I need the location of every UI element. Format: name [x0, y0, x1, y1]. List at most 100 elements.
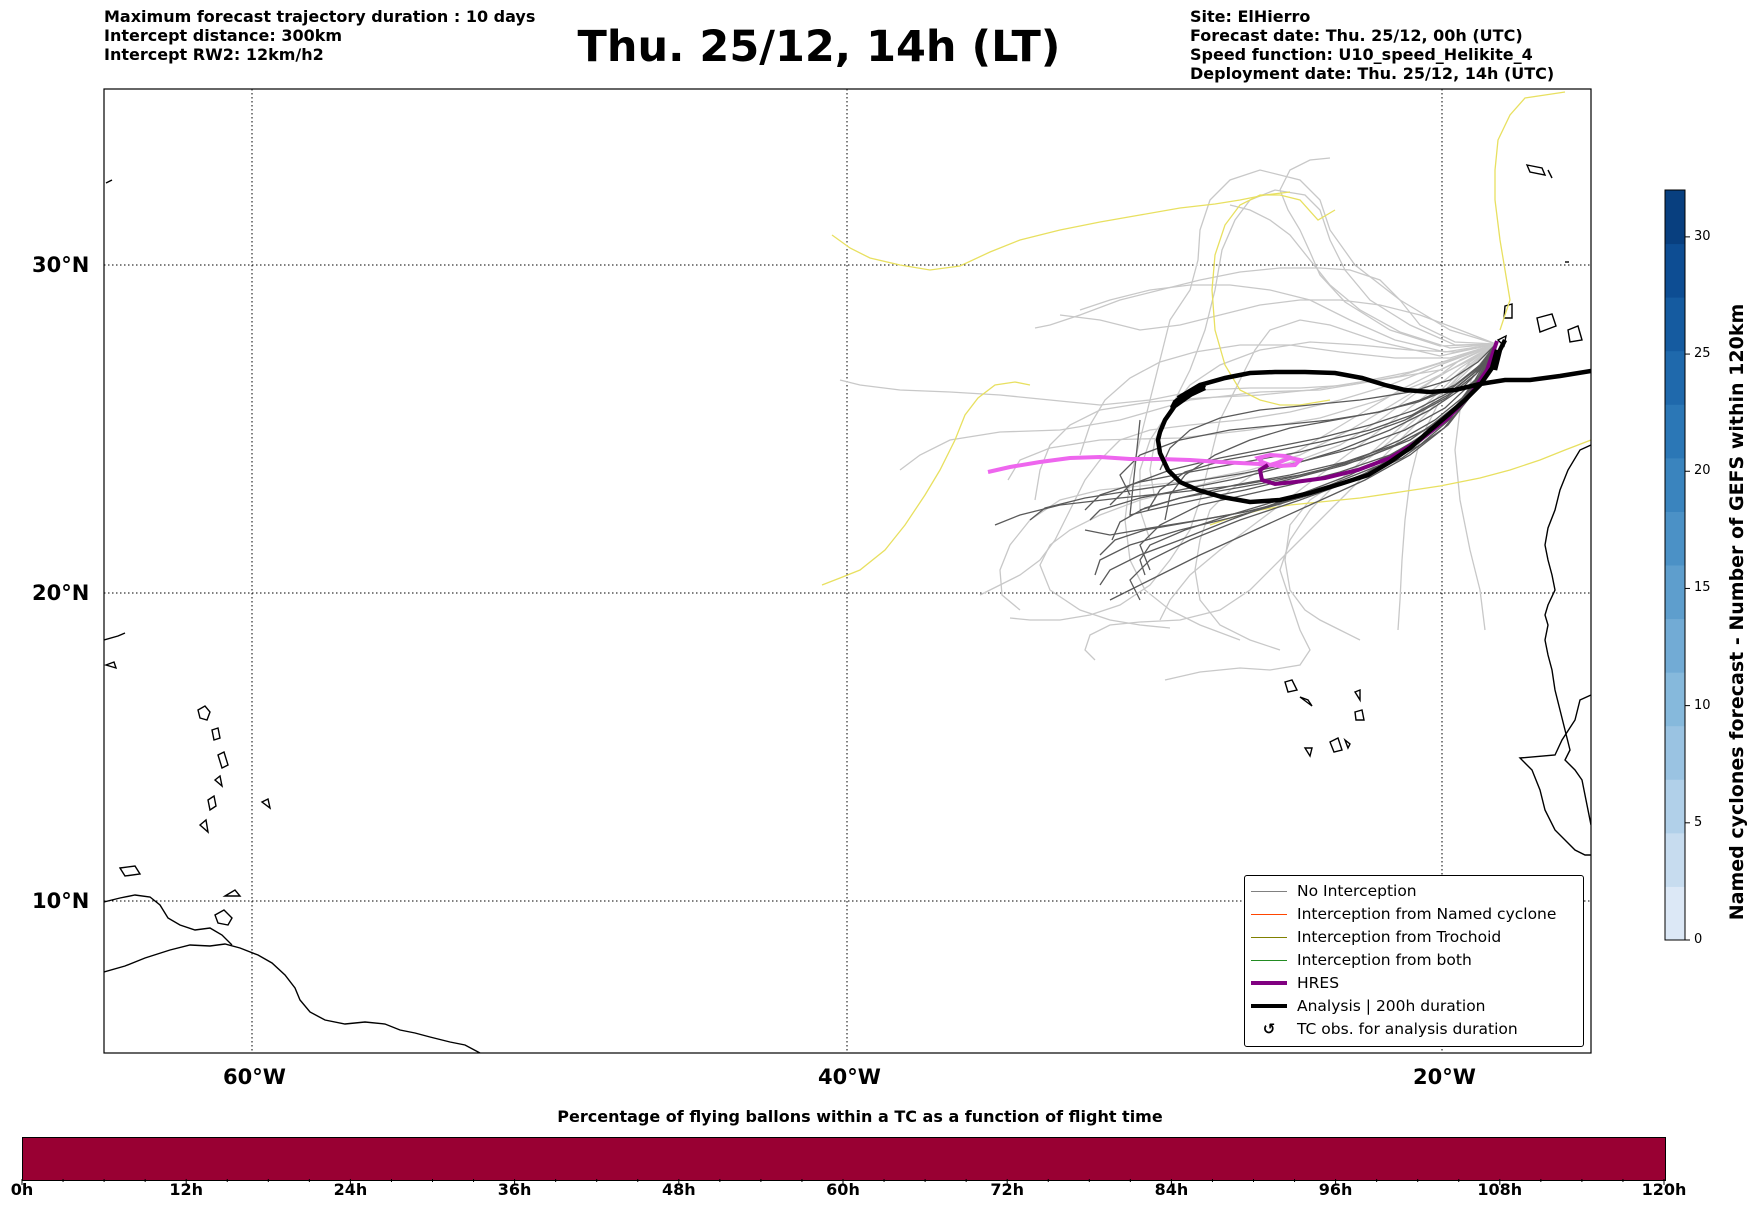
- traj-yellow-1: [831, 191, 1291, 271]
- coast-cape-verde-2: [1299, 696, 1313, 707]
- coast-antilles-7: [260, 797, 272, 810]
- map-content: [104, 89, 1591, 1053]
- flight-time-tick-label: 48h: [661, 1180, 696, 1199]
- traj-light-5: [1194, 343, 1497, 651]
- legend-item-both: Interception from both: [1245, 949, 1472, 971]
- lat-label-10n: 10°N: [32, 889, 90, 913]
- coast-cape-verde-7: [1343, 737, 1351, 750]
- traj-dark-12: [1029, 343, 1497, 521]
- colorbar-tick-label: 10: [1694, 697, 1711, 713]
- colorbar-segment: [1665, 457, 1685, 512]
- traj-light-8: [1139, 189, 1497, 541]
- colorbar-tick-label: 15: [1694, 580, 1711, 596]
- coast-cape-verde-3: [1353, 688, 1361, 703]
- coast-cape-verde-4: [1354, 709, 1365, 721]
- traj-light-16: [1164, 343, 1497, 681]
- traj-dark-16: [1129, 343, 1497, 516]
- colorbar-tick-label: 25: [1694, 346, 1711, 362]
- flight-time-tick-label: 108h: [1477, 1180, 1523, 1199]
- coast-leeward: [104, 632, 126, 641]
- legend-label-named-cyclone: Interception from Named cyclone: [1297, 905, 1557, 923]
- header-intercept-distance: Intercept distance: 300km: [104, 26, 343, 45]
- trajectories-yellow: [821, 91, 1591, 586]
- flight-time-tick-label: 84h: [1154, 1180, 1189, 1199]
- colorbar-segment: [1665, 297, 1685, 352]
- flight-time-bar-title: Percentage of flying ballons within a TC…: [557, 1107, 1163, 1126]
- traj-light-22: [1079, 343, 1497, 456]
- traj-yellow-5: [1494, 91, 1566, 331]
- colorbar-tick-label: 30: [1694, 228, 1711, 244]
- trajectories-light: [839, 157, 1497, 681]
- legend-label-hres: HRES: [1297, 974, 1340, 992]
- flight-time-tick-label: 120h: [1641, 1180, 1687, 1199]
- traj-light-10: [1059, 299, 1497, 345]
- coast-canary-2: [1536, 313, 1557, 333]
- colorbar-segment: [1665, 618, 1685, 673]
- colorbar-tick-label: 20: [1694, 463, 1711, 479]
- coast-antilles-8: [118, 865, 142, 877]
- header-speed-function: Speed function: U10_speed_Helikite_4: [1190, 45, 1533, 64]
- coast-cape-verde-6: [1303, 747, 1313, 758]
- traj-light-19: [1279, 157, 1497, 347]
- coast-africa-bulge: [1518, 694, 1591, 856]
- coast-madeira-2: [1547, 169, 1553, 179]
- header-forecast-date: Forecast date: Thu. 25/12, 00h (UTC): [1190, 26, 1523, 45]
- legend-item-analysis: Analysis | 200h duration: [1245, 995, 1486, 1017]
- traj-yellow-4: [1211, 194, 1336, 406]
- colorbar-title: Named cyclones forecast - Number of GEFS…: [1726, 303, 1748, 921]
- coast-canary-1: [1503, 303, 1513, 319]
- map-legend: No Interception Interception from Named …: [1244, 875, 1584, 1047]
- map-frame: [103, 88, 1592, 1054]
- coast-canary-3: [1567, 325, 1583, 343]
- traj-dark-15: [1164, 343, 1497, 521]
- coast-africa-north: [1544, 444, 1591, 826]
- map-title-container: Thu. 25/12, 14h (LT): [0, 22, 1748, 72]
- coast-antilles-1: [197, 705, 211, 721]
- colorbar-segment: [1665, 672, 1685, 727]
- colorbar-segment: [1665, 565, 1685, 620]
- flight-time-tick-label: 72h: [990, 1180, 1025, 1199]
- legend-item-hres: HRES: [1245, 972, 1339, 994]
- colorbar: [1664, 189, 1690, 941]
- coast-south-america: [104, 943, 481, 1053]
- colorbar-segment: [1665, 779, 1685, 834]
- colorbar-segment: [1665, 350, 1685, 405]
- lat-label-20n: 20°N: [32, 581, 90, 605]
- lon-label-40w: 40°W: [818, 1065, 881, 1089]
- traj-light-12: [839, 343, 1497, 406]
- flight-time-tick-label: 12h: [169, 1180, 204, 1199]
- colorbar-tick-label: 5: [1694, 814, 1703, 830]
- header-deployment-date: Deployment date: Thu. 25/12, 14h (UTC): [1190, 64, 1555, 83]
- lon-label-20w: 20°W: [1413, 1065, 1476, 1089]
- lon-label-60w: 60°W: [223, 1065, 286, 1089]
- traj-dark-20: [1099, 343, 1497, 556]
- coast-antilles-6: [198, 818, 210, 834]
- legend-swatch-no-interception: [1251, 890, 1287, 892]
- colorbar-segment: [1665, 190, 1685, 245]
- legend-swatch-hres: [1251, 981, 1287, 985]
- header-left-info: Maximum forecast trajectory duration : 1…: [104, 7, 535, 64]
- traj-light-9: [1229, 204, 1497, 349]
- coast-madeira: [1525, 164, 1547, 176]
- coast-bermuda: [105, 179, 113, 184]
- coast-cape-verde-5: [1329, 737, 1343, 753]
- map-title: Thu. 25/12, 14h (LT): [577, 22, 1061, 72]
- hres-light-track: [987, 452, 1305, 474]
- legend-label-analysis: Analysis | 200h duration: [1297, 997, 1486, 1015]
- legend-swatch-both: [1251, 959, 1287, 961]
- coast-antilles-2: [211, 727, 221, 741]
- coast-venezuela: [104, 894, 233, 946]
- coast-leeward-2: [104, 661, 118, 670]
- cyclone-symbol-icon: ↺: [1262, 1020, 1276, 1038]
- traj-yellow-3: [821, 381, 1031, 586]
- colorbar-segment: [1665, 511, 1685, 566]
- graticule: [104, 89, 1591, 1053]
- coast-trinidad: [214, 909, 233, 926]
- legend-item-named-cyclone: Interception from Named cyclone: [1245, 903, 1556, 925]
- legend-label-tc-obs: TC obs. for analysis duration: [1297, 1020, 1518, 1038]
- header-trajectory-duration: Maximum forecast trajectory duration : 1…: [104, 7, 536, 26]
- legend-swatch-named-cyclone: [1251, 913, 1287, 915]
- colorbar-segment: [1665, 832, 1685, 887]
- traj-light-11: [1034, 267, 1497, 345]
- colorbar-frame: [1664, 189, 1686, 941]
